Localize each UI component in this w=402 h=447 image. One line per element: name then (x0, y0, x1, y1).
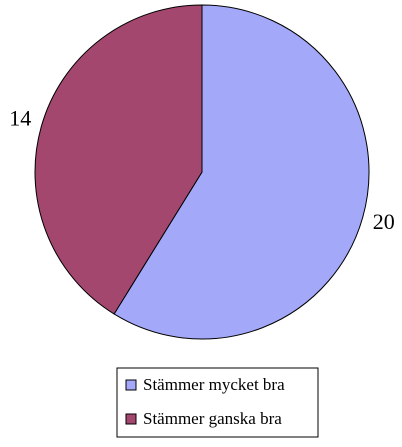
data-label: 20 (373, 209, 395, 234)
legend-box (116, 367, 319, 438)
legend-label: Stämmer ganska bra (143, 409, 282, 428)
pie-slice (113, 4, 370, 340)
legend-swatch (125, 379, 137, 391)
pie-slice (34, 4, 203, 315)
data-label: 14 (9, 105, 31, 130)
legend-label: Stämmer mycket bra (143, 375, 285, 394)
legend-swatch (125, 413, 137, 425)
